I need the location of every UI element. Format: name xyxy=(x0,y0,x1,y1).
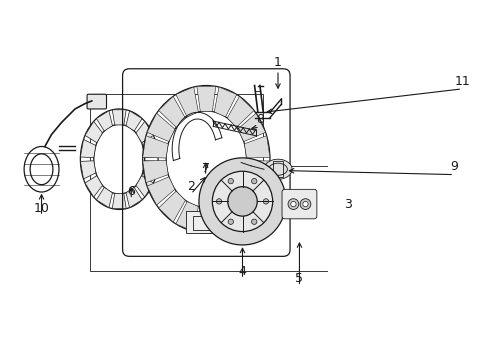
Polygon shape xyxy=(126,111,142,131)
Polygon shape xyxy=(176,87,198,117)
Polygon shape xyxy=(142,136,168,158)
FancyBboxPatch shape xyxy=(282,189,316,219)
Polygon shape xyxy=(142,161,158,179)
Circle shape xyxy=(302,201,307,207)
Circle shape xyxy=(300,199,310,210)
Ellipse shape xyxy=(212,171,272,231)
Text: 6: 6 xyxy=(127,185,135,198)
Polygon shape xyxy=(237,177,265,205)
Circle shape xyxy=(263,199,268,204)
Circle shape xyxy=(227,219,233,224)
Polygon shape xyxy=(214,202,236,231)
Polygon shape xyxy=(227,96,254,127)
Polygon shape xyxy=(80,161,96,179)
Polygon shape xyxy=(142,139,158,158)
Polygon shape xyxy=(96,187,112,208)
Polygon shape xyxy=(244,136,269,158)
Polygon shape xyxy=(158,191,185,222)
Circle shape xyxy=(216,199,221,204)
Text: 4: 4 xyxy=(238,265,246,278)
Text: 3: 3 xyxy=(344,198,351,211)
Polygon shape xyxy=(112,193,126,209)
Polygon shape xyxy=(85,121,102,143)
Circle shape xyxy=(290,201,296,207)
FancyBboxPatch shape xyxy=(87,94,106,109)
Polygon shape xyxy=(176,202,198,231)
Text: 9: 9 xyxy=(449,160,457,173)
Polygon shape xyxy=(147,113,175,141)
Text: 5: 5 xyxy=(295,272,303,285)
Polygon shape xyxy=(96,111,112,131)
Polygon shape xyxy=(85,176,102,197)
Circle shape xyxy=(227,179,233,184)
Text: 11: 11 xyxy=(453,75,469,87)
Polygon shape xyxy=(158,96,185,127)
Text: 2: 2 xyxy=(186,180,194,193)
Polygon shape xyxy=(142,161,168,183)
Polygon shape xyxy=(126,187,142,208)
Polygon shape xyxy=(80,139,96,158)
Circle shape xyxy=(287,199,298,210)
Text: 1: 1 xyxy=(273,56,282,69)
Text: 8: 8 xyxy=(255,113,264,126)
Polygon shape xyxy=(136,121,153,143)
Text: 7: 7 xyxy=(201,162,209,175)
Circle shape xyxy=(251,219,256,224)
Polygon shape xyxy=(147,177,175,205)
FancyBboxPatch shape xyxy=(186,211,219,233)
Polygon shape xyxy=(136,176,153,197)
Circle shape xyxy=(251,179,256,184)
Polygon shape xyxy=(244,161,269,183)
Polygon shape xyxy=(196,207,215,232)
Polygon shape xyxy=(227,191,254,222)
Polygon shape xyxy=(196,86,215,112)
Text: 10: 10 xyxy=(34,202,49,215)
Polygon shape xyxy=(112,110,126,125)
Polygon shape xyxy=(214,87,236,117)
Ellipse shape xyxy=(264,159,291,179)
Polygon shape xyxy=(237,113,265,141)
Ellipse shape xyxy=(199,158,285,245)
Ellipse shape xyxy=(227,187,257,216)
